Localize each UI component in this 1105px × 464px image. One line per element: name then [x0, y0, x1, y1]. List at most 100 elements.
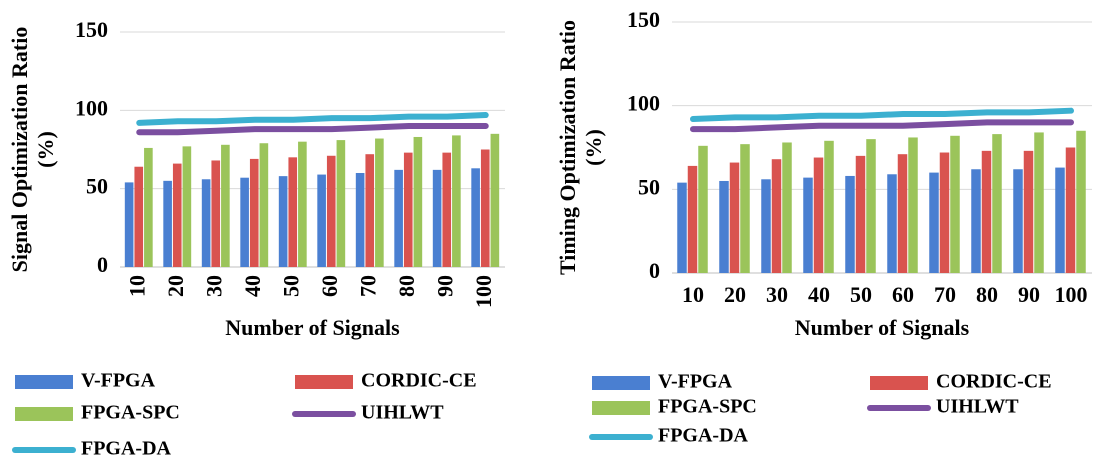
bar [432, 169, 442, 267]
legend-swatch [592, 401, 650, 415]
x-tick-label: 90 [432, 275, 457, 297]
legend-label: CORDIC-CE [936, 371, 1052, 393]
bar [172, 163, 182, 267]
bar [813, 157, 824, 273]
bar [211, 160, 221, 267]
legend-label: UIHLWT [361, 402, 444, 424]
legend-label: V-FPGA [81, 370, 156, 392]
line [690, 119, 1074, 133]
y-axis-title: (%) [581, 129, 606, 166]
bar [740, 144, 750, 273]
x-tick-label: 90 [1018, 282, 1040, 307]
bar [278, 176, 288, 267]
bar [677, 182, 687, 273]
bar [336, 140, 346, 267]
y-axis-title: Timing Optimization Ratio [555, 20, 580, 275]
y-tick-label: 100 [627, 91, 660, 116]
bar [182, 146, 192, 267]
bar [375, 138, 384, 267]
bar [981, 150, 992, 273]
legend-label: FPGA-DA [81, 438, 172, 460]
x-tick-label: 60 [892, 282, 914, 307]
bar [971, 169, 981, 273]
x-axis-title: Number of Signals [795, 315, 970, 340]
bar [855, 155, 866, 273]
y-axis-title: Signal Optimization Ratio [7, 27, 32, 273]
bar [403, 152, 413, 267]
x-tick-label: 70 [934, 282, 956, 307]
bar [782, 142, 792, 273]
x-tick-label: 80 [394, 275, 419, 297]
bar [803, 177, 813, 273]
x-tick-label: 30 [201, 275, 226, 297]
y-tick-label: 100 [75, 95, 108, 120]
bar [442, 152, 452, 267]
legend-label: FPGA-DA [658, 425, 749, 447]
bar [471, 168, 480, 267]
bar [201, 179, 211, 267]
bar [1055, 167, 1065, 273]
x-tick-label: 100 [471, 275, 496, 308]
bar [687, 165, 698, 273]
y-tick-label: 150 [627, 7, 660, 32]
x-tick-label: 20 [163, 275, 188, 297]
legend-swatch [295, 375, 353, 389]
bar [897, 154, 908, 273]
x-tick-label: 100 [1055, 282, 1088, 307]
x-tick-label: 50 [850, 282, 872, 307]
bar [939, 152, 950, 273]
bar [413, 136, 423, 267]
bar [1076, 130, 1086, 273]
bar [698, 145, 708, 273]
bar [866, 139, 876, 273]
bar [288, 157, 298, 267]
bar [992, 134, 1002, 273]
legend-label: V-FPGA [658, 371, 733, 393]
bar [134, 166, 144, 267]
bar [719, 180, 729, 273]
line [136, 123, 489, 136]
legend-label: CORDIC-CE [361, 370, 477, 392]
bar [144, 147, 153, 267]
y-tick-label: 0 [649, 258, 660, 283]
legend-swatch [592, 376, 650, 390]
bar [1023, 150, 1034, 273]
x-tick-label: 10 [124, 275, 149, 297]
x-tick-label: 30 [766, 282, 788, 307]
bar [365, 154, 375, 267]
bar [761, 179, 771, 273]
bar [1065, 147, 1076, 273]
x-tick-label: 80 [976, 282, 998, 307]
bar [480, 149, 490, 267]
bar [317, 174, 326, 267]
bar [1013, 169, 1023, 273]
x-tick-label: 50 [278, 275, 303, 297]
bar [490, 133, 500, 267]
bar [259, 143, 269, 267]
y-tick-label: 50 [86, 174, 108, 199]
x-tick-label: 60 [317, 275, 342, 297]
y-axis-title: (%) [33, 131, 58, 168]
bar [729, 162, 740, 273]
legend-label: UIHLWT [936, 396, 1019, 418]
bar [887, 174, 897, 273]
legend-swatch [15, 407, 73, 421]
bar [124, 182, 134, 267]
bar [452, 135, 461, 267]
y-tick-label: 0 [97, 252, 108, 277]
x-axis-title: Number of Signals [225, 315, 400, 340]
bar [929, 172, 939, 273]
x-tick-label: 10 [682, 282, 704, 307]
bar [908, 137, 918, 273]
legend-label: FPGA-SPC [81, 402, 180, 424]
bar [240, 177, 249, 267]
bar [950, 135, 960, 273]
x-tick-label: 40 [240, 275, 265, 297]
bar [221, 144, 230, 267]
bar [163, 180, 172, 267]
y-tick-label: 50 [638, 174, 660, 199]
line [136, 112, 489, 126]
legend-swatch [870, 376, 928, 390]
line [690, 107, 1074, 123]
